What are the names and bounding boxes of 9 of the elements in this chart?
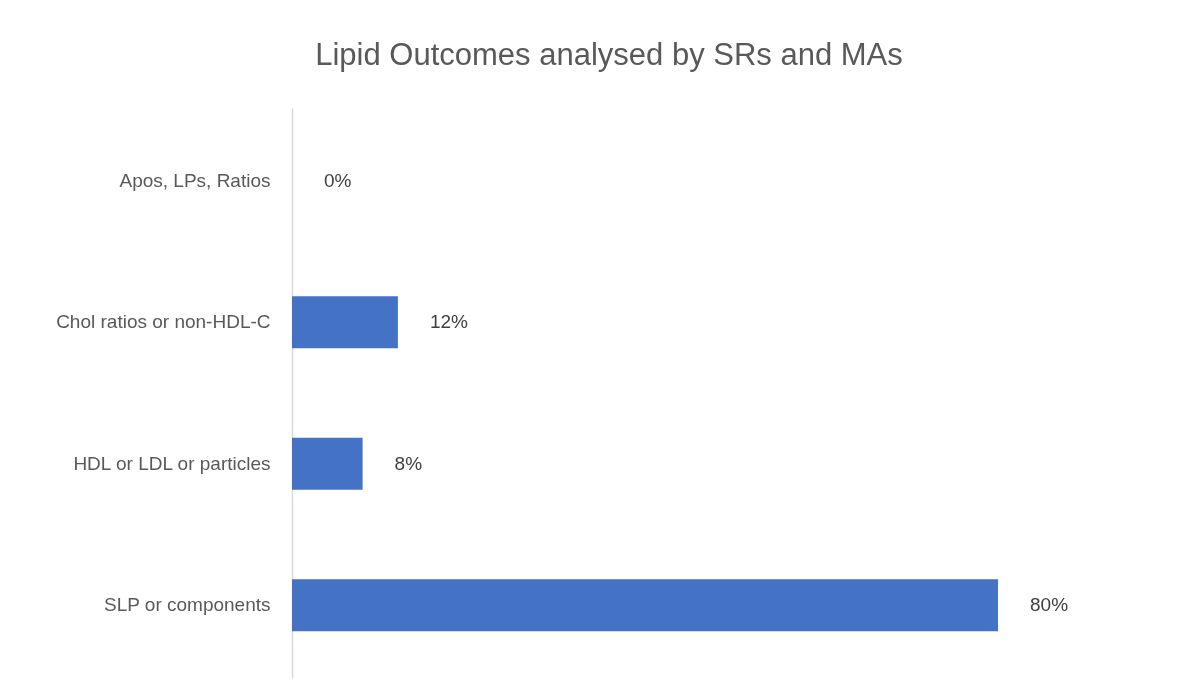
y-tick-label: SLP or components [103, 594, 271, 616]
data-label: 8% [394, 452, 423, 474]
chart-title: Lipid Outcomes analysed by SRs and MAs [315, 37, 903, 72]
data-label: 12% [429, 311, 469, 333]
y-tick-label: Apos, LPs, Ratios [119, 169, 271, 191]
data-label: 80% [1030, 594, 1069, 616]
data-label: 0% [324, 169, 352, 191]
y-tick-label: HDL or LDL or particles [73, 452, 271, 474]
y-tick-label: Chol ratios or non-HDL-C [56, 311, 271, 333]
